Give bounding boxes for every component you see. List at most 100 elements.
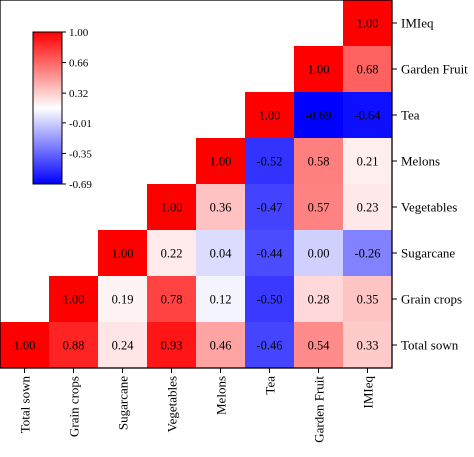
heatmap-cell bbox=[196, 230, 246, 277]
cell-value-label: 0.23 bbox=[357, 201, 379, 215]
y-tick-label: Grain crops bbox=[401, 292, 462, 307]
heatmap-cell bbox=[343, 92, 393, 139]
cell-value-label: 0.46 bbox=[210, 339, 232, 353]
cell-value-labels: 1.00 1.00 0.68 1.00 -0.69 -0.64 1.00 -0.52 0.58 0… bbox=[14, 17, 382, 353]
heatmap-cell bbox=[196, 276, 246, 323]
cell-value-label: -0.52 bbox=[256, 155, 282, 169]
colorbar-tick-label: -0.35 bbox=[69, 148, 92, 160]
heatmap-cell bbox=[196, 184, 246, 231]
heatmap-cell bbox=[343, 46, 393, 93]
heatmap-cell bbox=[343, 138, 393, 185]
colorbar-tick-label: -0.69 bbox=[69, 179, 92, 191]
cell-value-label: 1.00 bbox=[259, 109, 281, 123]
colorbar-gradient bbox=[32, 31, 63, 185]
heatmap-cell bbox=[294, 230, 344, 277]
x-tick-label: IMIeq bbox=[361, 376, 376, 409]
heatmap-cell bbox=[294, 46, 344, 93]
x-tick-label: Total sown bbox=[18, 376, 33, 434]
cell-value-label: 0.22 bbox=[161, 247, 183, 261]
heatmap-cell bbox=[343, 184, 393, 231]
heatmap-cell bbox=[147, 230, 197, 277]
heatmap-cell bbox=[245, 184, 295, 231]
cell-value-label: 0.57 bbox=[308, 201, 330, 215]
x-axis: Total sown Grain crops Sugarcane Vegetables… bbox=[18, 368, 376, 443]
heatmap-cell bbox=[294, 322, 344, 369]
heatmap-cell bbox=[294, 276, 344, 323]
heatmap-cell bbox=[294, 184, 344, 231]
cell-value-label: 1.00 bbox=[357, 17, 379, 31]
cell-value-label: 0.93 bbox=[161, 339, 183, 353]
x-tick-label: Vegetables bbox=[165, 376, 180, 432]
heatmap-cell bbox=[98, 230, 148, 277]
colorbar-tick-label: -0.01 bbox=[69, 118, 92, 130]
cell-value-label: 0.78 bbox=[161, 293, 183, 307]
heatmap-cell bbox=[147, 184, 197, 231]
x-tick-label: Melons bbox=[214, 376, 229, 415]
heatmap-cell bbox=[343, 230, 393, 277]
cell-value-label: 1.00 bbox=[308, 63, 330, 77]
heatmap-cell bbox=[49, 322, 99, 369]
y-tick-label: Garden Fruit bbox=[401, 62, 468, 77]
y-tick-label: Vegetables bbox=[401, 200, 457, 215]
y-tick-label: Melons bbox=[401, 154, 440, 169]
x-tick-label: Garden Fruit bbox=[312, 376, 327, 443]
heatmap-cell bbox=[98, 322, 148, 369]
cell-value-label: 0.12 bbox=[210, 293, 232, 307]
heatmap-cell bbox=[245, 322, 295, 369]
cell-value-label: -0.64 bbox=[354, 109, 381, 123]
heatmap-cell bbox=[245, 138, 295, 185]
cell-value-label: 0.00 bbox=[308, 247, 330, 261]
y-tick-label: Sugarcane bbox=[401, 246, 455, 261]
cell-value-label: 1.00 bbox=[210, 155, 232, 169]
cell-value-label: 1.00 bbox=[14, 339, 36, 353]
cell-value-label: 1.00 bbox=[161, 201, 183, 215]
y-tick-label: Tea bbox=[401, 108, 420, 123]
cell-value-label: 0.36 bbox=[210, 201, 232, 215]
cell-value-label: 0.58 bbox=[308, 155, 330, 169]
cell-value-label: 0.19 bbox=[112, 293, 134, 307]
cell-value-label: 0.88 bbox=[63, 339, 85, 353]
cell-value-label: 0.35 bbox=[357, 293, 379, 307]
y-axis: IMIeq Garden Fruit Tea Melons Vegetables Suga… bbox=[392, 16, 468, 353]
x-tick-label: Tea bbox=[263, 376, 278, 395]
cell-value-label: 0.21 bbox=[357, 155, 379, 169]
heatmap-cells bbox=[0, 0, 393, 369]
x-tick-label: Sugarcane bbox=[116, 376, 131, 430]
cell-value-label: 1.00 bbox=[112, 247, 134, 261]
cell-value-label: 0.28 bbox=[308, 293, 330, 307]
heatmap-cell bbox=[294, 138, 344, 185]
cell-value-label: 0.33 bbox=[357, 339, 379, 353]
heatmap-cell bbox=[196, 138, 246, 185]
heatmap-cell bbox=[196, 322, 246, 369]
heatmap-cell bbox=[343, 276, 393, 323]
colorbar-tick-label: 0.32 bbox=[69, 88, 88, 100]
heatmap-cell bbox=[294, 92, 344, 139]
cell-value-label: -0.47 bbox=[256, 201, 282, 215]
cell-value-label: -0.26 bbox=[354, 247, 380, 261]
cell-value-label: 0.24 bbox=[112, 339, 135, 353]
heatmap-cell bbox=[343, 0, 393, 47]
cell-value-label: 1.00 bbox=[63, 293, 85, 307]
cell-value-label: 0.54 bbox=[308, 339, 331, 353]
cell-value-label: -0.46 bbox=[256, 339, 282, 353]
heatmap-cell bbox=[147, 276, 197, 323]
heatmap-cell bbox=[245, 230, 295, 277]
heatmap-cell bbox=[0, 322, 50, 369]
cell-value-label: -0.50 bbox=[256, 293, 282, 307]
plot-frame bbox=[0, 0, 393, 369]
colorbar: 1.00 0.66 0.32 -0.01 -0.35 -0.69 bbox=[32, 27, 92, 191]
y-tick-label: IMIeq bbox=[401, 16, 434, 31]
cell-value-label: -0.69 bbox=[305, 109, 331, 123]
heatmap-cell bbox=[98, 276, 148, 323]
heatmap-cell bbox=[245, 92, 295, 139]
cell-value-label: 0.68 bbox=[357, 63, 379, 77]
heatmap-cell bbox=[49, 276, 99, 323]
colorbar-tick-label: 1.00 bbox=[69, 27, 89, 39]
heatmap-cell bbox=[343, 322, 393, 369]
colorbar-tick-label: 0.66 bbox=[69, 58, 89, 70]
heatmap-cell bbox=[245, 276, 295, 323]
x-tick-label: Grain crops bbox=[67, 376, 82, 437]
cell-value-label: -0.44 bbox=[256, 247, 283, 261]
y-tick-label: Total sown bbox=[401, 338, 459, 353]
